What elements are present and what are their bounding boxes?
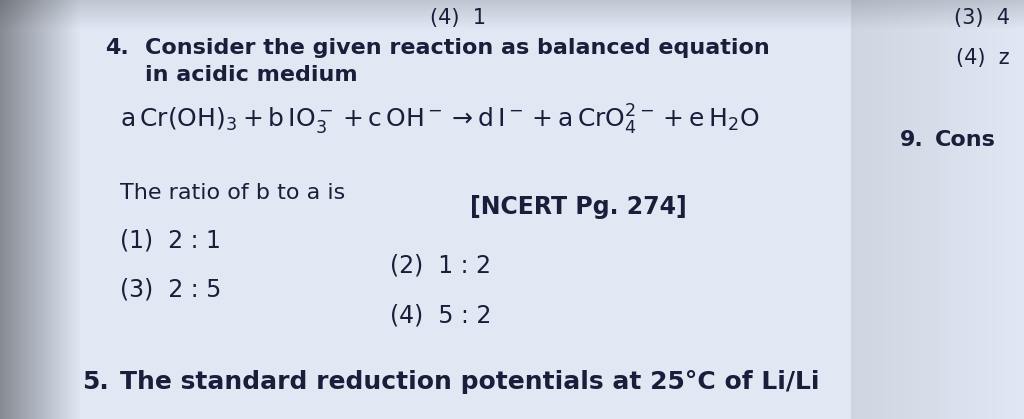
Text: Consider the given reaction as balanced equation: Consider the given reaction as balanced …: [145, 38, 770, 58]
Text: (4)  1: (4) 1: [430, 8, 486, 28]
Text: 4.: 4.: [105, 38, 129, 58]
Text: (4)  5 : 2: (4) 5 : 2: [390, 303, 492, 327]
Text: [NCERT Pg. 274]: [NCERT Pg. 274]: [470, 195, 687, 219]
Text: 9.: 9.: [900, 130, 924, 150]
Text: $\mathrm{a\,Cr(OH)_3 + b\,IO_3^- + c\,OH^- \rightarrow d\,I^- + a\,CrO_4^{2-} + : $\mathrm{a\,Cr(OH)_3 + b\,IO_3^- + c\,OH…: [120, 103, 760, 137]
Text: (3)  4: (3) 4: [954, 8, 1010, 28]
Text: (4)  z: (4) z: [956, 48, 1010, 68]
Text: The ratio of b to a is: The ratio of b to a is: [120, 183, 345, 203]
Text: (3)  2 : 5: (3) 2 : 5: [120, 278, 221, 302]
Text: (1)  2 : 1: (1) 2 : 1: [120, 228, 221, 252]
Text: in acidic medium: in acidic medium: [145, 65, 357, 85]
Text: The standard reduction potentials at 25°C of Li/Li: The standard reduction potentials at 25°…: [120, 370, 819, 394]
Text: (2)  1 : 2: (2) 1 : 2: [390, 253, 490, 277]
Text: Cons: Cons: [935, 130, 996, 150]
Text: 5.: 5.: [82, 370, 109, 394]
